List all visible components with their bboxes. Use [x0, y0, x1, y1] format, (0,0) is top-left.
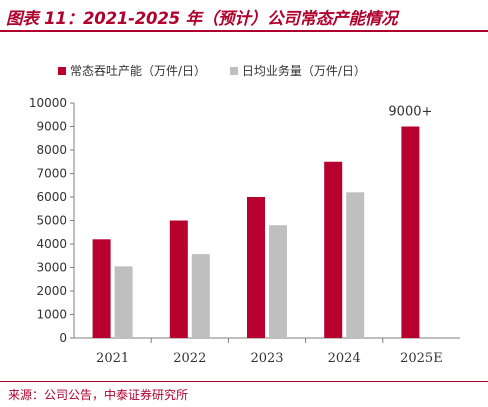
- y-tick-label: 2000: [36, 284, 67, 298]
- bar-capacity: [169, 220, 188, 338]
- bar-chart: 0 1000 2000 3000 4000 5000 6000 7000 8000 9000 100…: [29, 96, 460, 366]
- bar-capacity: [401, 126, 420, 338]
- bar-volume: [269, 225, 287, 338]
- y-tick-label: 8000: [36, 143, 67, 157]
- y-tick-label: 3000: [36, 261, 67, 275]
- legend-label-capacity: 常态吞吐产能（万件/日）: [70, 64, 207, 78]
- chart-title: 图表 11：2021-2025 年（预计）公司常态产能情况: [6, 9, 398, 28]
- legend-item-capacity: 常态吞吐产能（万件/日）: [58, 62, 206, 79]
- bar-capacity: [247, 197, 265, 338]
- data-annotation: 9000+: [388, 105, 432, 120]
- y-tick-label: 9000: [36, 120, 67, 134]
- y-tick-label: 7000: [36, 167, 67, 181]
- x-tick-label: 2022: [173, 351, 206, 366]
- y-tick-label: 4000: [36, 237, 67, 251]
- y-tick-label: 10000: [29, 96, 67, 110]
- title-divider: [0, 30, 488, 32]
- source-note: 来源：公司公告，中泰证券研究所: [8, 388, 189, 402]
- source-divider: [0, 381, 488, 382]
- y-tick-label: 6000: [36, 190, 67, 204]
- y-tick-label: 5000: [36, 214, 67, 228]
- x-tick-label: 2024: [328, 351, 361, 366]
- chart-legend: 常态吞吐产能（万件/日） 日均业务量（万件/日）: [58, 62, 386, 79]
- bar-capacity: [324, 161, 343, 338]
- x-tick-label: 2025E: [400, 351, 443, 366]
- bar-capacity: [92, 239, 111, 338]
- bar-volume: [114, 266, 133, 338]
- legend-swatch-volume: [229, 67, 238, 75]
- bar-volume: [191, 254, 210, 338]
- legend-label-volume: 日均业务量（万件/日）: [241, 64, 366, 78]
- legend-swatch-capacity: [58, 67, 66, 75]
- bar-volume: [346, 192, 365, 338]
- y-tick-label: 1000: [36, 308, 67, 322]
- x-tick-label: 2023: [250, 351, 283, 366]
- x-tick-label: 2021: [96, 351, 129, 366]
- y-tick-label: 0: [59, 331, 67, 345]
- legend-item-volume: 日均业务量（万件/日）: [229, 62, 366, 79]
